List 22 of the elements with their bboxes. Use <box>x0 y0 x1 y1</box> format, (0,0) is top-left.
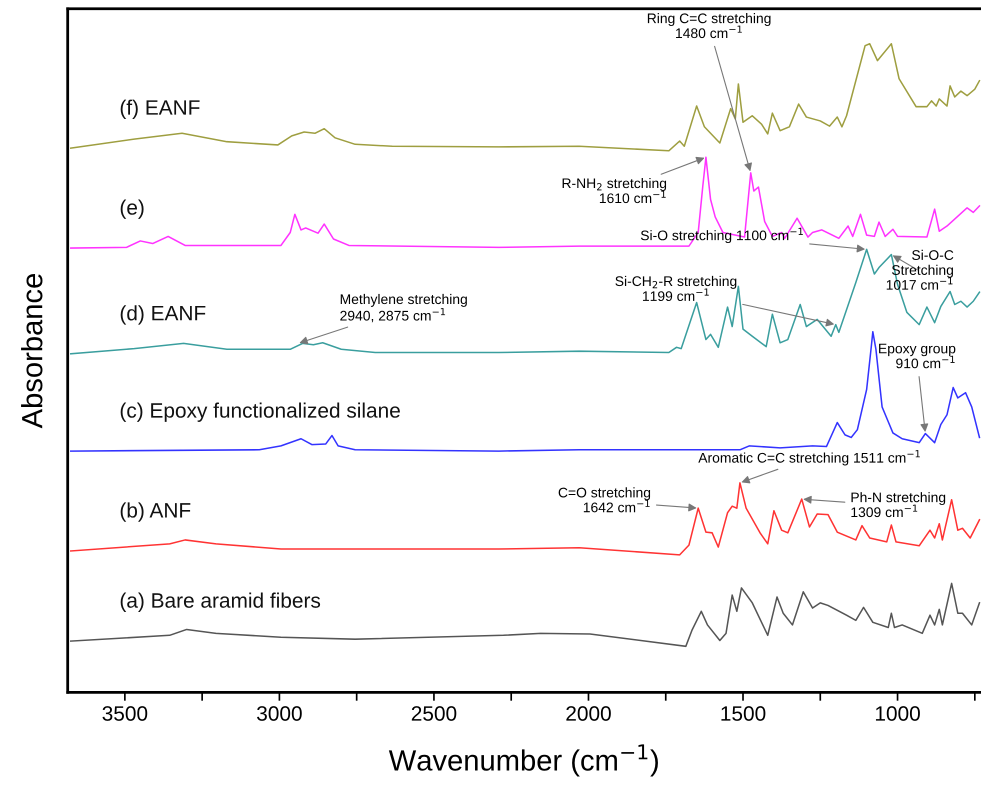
annotation: Ph-N stretching 1309 cm$^{−1}$ <box>851 492 946 518</box>
annotation: Si-CH$_{2}$-R stretching 1199 cm$^{−1}$ <box>615 276 736 302</box>
series-label: (e) <box>120 199 144 219</box>
annotation: Ring C=C stretching 1480 cm$^{−1}$ <box>648 13 771 38</box>
x-tick-label: 2000 <box>566 706 611 721</box>
x-tick-label: 1000 <box>876 706 920 721</box>
x-tick-label: 3000 <box>257 706 302 721</box>
x-tick-label: 2500 <box>412 706 456 721</box>
y-axis-title: Absorbance <box>21 274 42 428</box>
annotation: Aromatic C=C stretching 1511 cm$^{−1}$ <box>698 450 920 466</box>
series-label: (b) ANF <box>120 502 190 522</box>
annotation: C=O stretching 1642 cm$^{−1}$ <box>558 487 650 512</box>
series-label: (c) Epoxy functionalized silane <box>120 402 400 422</box>
annotation: Epoxy group 910 cm$^{−1}$ <box>879 344 956 368</box>
series-label: (f) EANF <box>120 100 200 119</box>
x-tick-label: 3500 <box>102 706 148 721</box>
x-tick-label: 1500 <box>721 706 766 721</box>
annotation: R-NH$_{2}$ stretching 1610 cm$^{−1}$ <box>562 178 666 204</box>
annotation: Methylene stretching 2940, 2875 cm$^{−1}$ <box>340 294 467 322</box>
series-label: (d) EANF <box>120 305 206 325</box>
x-axis-title: Wavenumber (cm$^{−1}$) <box>388 744 658 777</box>
series-label: (a) Bare aramid fibers <box>120 592 320 612</box>
